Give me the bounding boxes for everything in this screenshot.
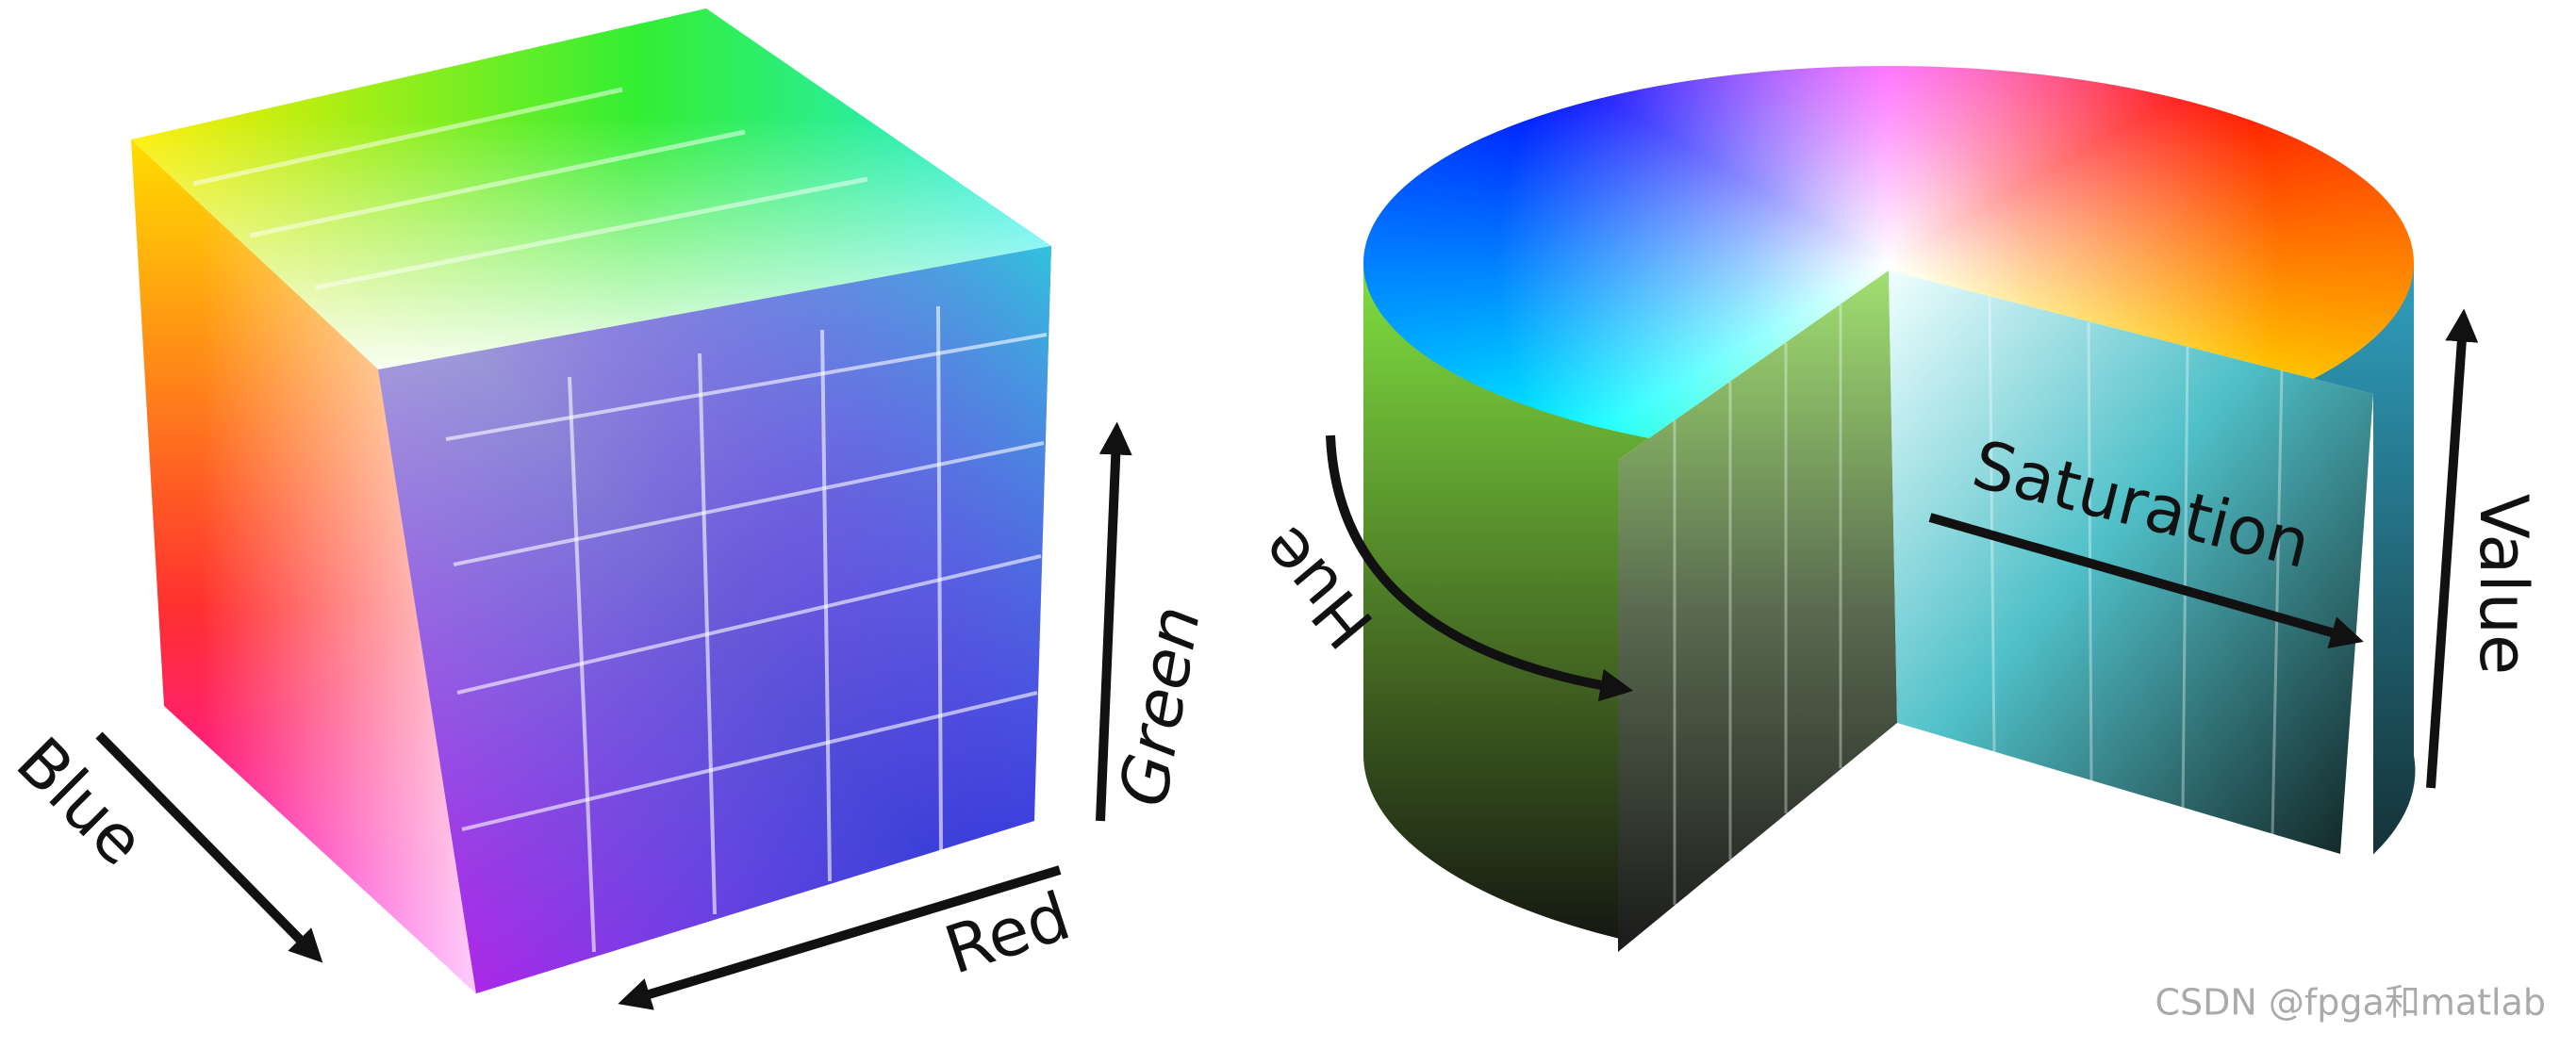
label: Green xyxy=(1104,600,1215,812)
value-arrow xyxy=(2426,308,2479,789)
green-arrow xyxy=(1096,421,1132,822)
watermark: CSDN @fpga和matlab xyxy=(2155,982,2547,1024)
label: Blue xyxy=(2,723,160,881)
cut-face-right xyxy=(1889,270,2373,854)
blue-arrow xyxy=(95,731,323,963)
label: Hue xyxy=(1245,512,1389,663)
cube-grid xyxy=(445,305,1048,953)
label: Value xyxy=(2465,494,2542,675)
cube-layers xyxy=(192,87,868,290)
cube-left-shade xyxy=(131,139,476,993)
red-arrow xyxy=(618,865,1062,1010)
saturation-arrow xyxy=(1928,513,2364,648)
arrows xyxy=(95,308,2479,1010)
label: Red xyxy=(936,877,1080,990)
cut-face-left xyxy=(1618,270,1897,952)
cut-grid xyxy=(1673,296,2284,905)
hue-arrow xyxy=(1326,434,1634,702)
cube-front-shade xyxy=(378,246,1051,993)
